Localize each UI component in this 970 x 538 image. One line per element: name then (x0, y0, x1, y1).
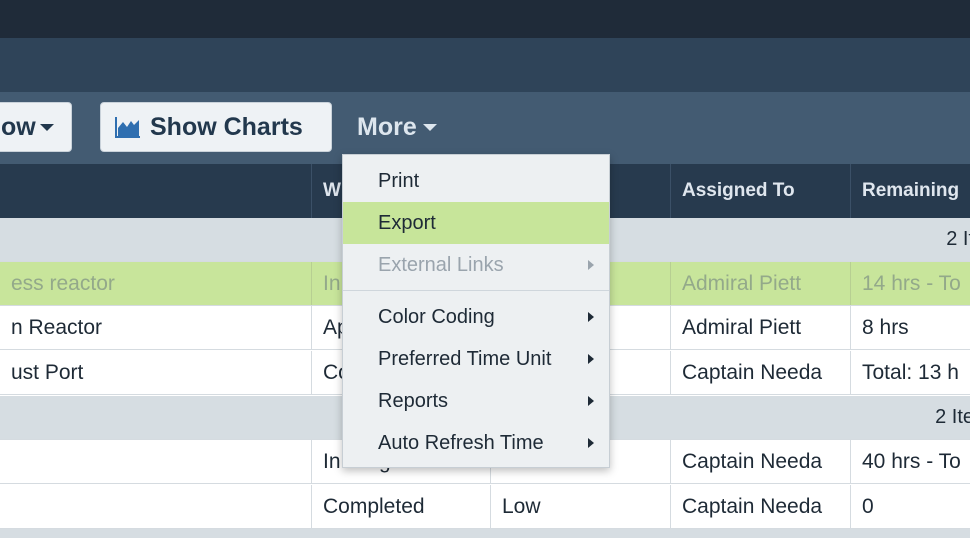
menu-item-label: Print (378, 169, 420, 192)
more-menu: Print Export External Links Color Coding… (342, 154, 610, 468)
column-header-remaining[interactable]: Remaining (862, 180, 960, 201)
more-dropdown-button[interactable]: More (357, 102, 437, 152)
cell-title (0, 485, 312, 528)
menu-item-label: Reports (378, 389, 449, 412)
show-charts-button[interactable]: Show Charts (100, 102, 332, 152)
menu-item-label: Export (378, 211, 436, 234)
show-dropdown-button[interactable]: ow (0, 102, 72, 152)
chevron-right-icon (588, 438, 594, 448)
cell-assigned-to: Captain Needa (671, 440, 851, 483)
cell-assigned-to: Captain Needa (671, 351, 851, 394)
app-top-bar (0, 0, 970, 38)
cell-remaining: 8 hrs (862, 315, 909, 339)
show-charts-label: Show Charts (150, 112, 303, 141)
menu-item-reports[interactable]: Reports (343, 380, 609, 422)
cell-state: Completed (312, 485, 491, 528)
caret-down-icon (422, 123, 437, 131)
column-header-priority[interactable] (491, 164, 671, 218)
menu-item-label: Preferred Time Unit (378, 347, 552, 370)
group-item-count: 2 It (946, 228, 970, 250)
menu-item-external-links: External Links (343, 244, 609, 286)
more-label: More (357, 112, 417, 141)
menu-item-auto-refresh-time[interactable]: Auto Refresh Time (343, 422, 609, 464)
menu-item-preferred-time-unit[interactable]: Preferred Time Unit (343, 338, 609, 380)
cell-remaining: 0 (862, 494, 874, 518)
menu-item-print[interactable]: Print (343, 160, 609, 202)
cell-priority (491, 351, 671, 394)
cell-assigned-to: Captain Needa (671, 485, 851, 528)
cell-priority (491, 306, 671, 349)
cell-title: ess reactor (0, 262, 312, 305)
group-row (0, 529, 970, 538)
cell-assigned-to: Admiral Piett (671, 262, 851, 305)
cell-title: ust Port (0, 351, 312, 394)
cell-priority: Low (491, 485, 671, 528)
cell-title (0, 440, 312, 483)
cell-remaining: 14 hrs - To (862, 271, 961, 295)
cell-assigned-to: Admiral Piett (671, 306, 851, 349)
cell-title: n Reactor (0, 306, 312, 349)
app-sub-bar (0, 38, 970, 92)
chevron-right-icon (588, 354, 594, 364)
column-header-title[interactable] (0, 164, 312, 218)
chevron-right-icon (588, 396, 594, 406)
menu-item-export[interactable]: Export (343, 202, 609, 244)
chevron-right-icon (588, 312, 594, 322)
menu-item-label: Auto Refresh Time (378, 431, 544, 454)
cell-remaining: 40 hrs - To (862, 449, 961, 473)
menu-item-label: External Links (378, 253, 504, 276)
column-header-assigned-to[interactable]: Assigned To (671, 164, 851, 218)
cell-priority (491, 262, 671, 305)
toolbar: ow Show Charts More (0, 92, 970, 164)
caret-down-icon (39, 123, 54, 131)
menu-divider (343, 290, 609, 291)
chevron-right-icon (588, 260, 594, 270)
cell-remaining: Total: 13 h (862, 360, 959, 384)
area-chart-icon (115, 117, 140, 138)
menu-item-label: Color Coding (378, 305, 495, 328)
show-button-label: ow (1, 112, 36, 141)
table-row[interactable]: Completed Low Captain Needa 0 (0, 485, 970, 529)
group-item-count: 2 Ite (935, 406, 970, 428)
menu-item-color-coding[interactable]: Color Coding (343, 296, 609, 338)
